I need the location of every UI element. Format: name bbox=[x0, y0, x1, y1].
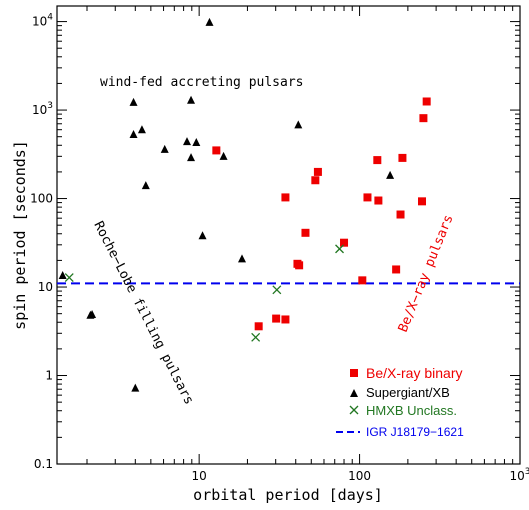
be-x-ray-point bbox=[311, 176, 320, 185]
be-x-ray-point bbox=[422, 97, 431, 106]
be-x-ray-point bbox=[392, 265, 401, 274]
supergiant-point bbox=[129, 129, 138, 138]
be-x-ray-point bbox=[281, 193, 290, 202]
supergiant-point bbox=[160, 144, 169, 153]
legend: Be/X-ray binary Supergiant/XB HMXB Uncla… bbox=[336, 365, 464, 439]
be-x-ray-point bbox=[313, 167, 322, 176]
supergiant-point bbox=[219, 151, 228, 160]
y-axis-title: spin period [seconds] bbox=[11, 140, 29, 330]
legend-label-igr: IGR J18179−1621 bbox=[366, 425, 464, 439]
axis-ticks bbox=[57, 6, 521, 465]
be-x-ray-point bbox=[358, 276, 367, 285]
be-x-ray-point bbox=[363, 193, 372, 202]
be-x-ray-point bbox=[373, 156, 382, 165]
supergiant-point bbox=[131, 383, 140, 392]
supergiant-point bbox=[129, 97, 138, 106]
y-tick-label: 100 bbox=[30, 192, 53, 206]
be-x-ray-point bbox=[301, 228, 310, 237]
annotation-be-x-ray: Be/X−ray pulsars bbox=[396, 213, 457, 335]
supergiant-point bbox=[182, 137, 191, 146]
legend-label-hmxb-unclass: HMXB Unclass. bbox=[366, 403, 457, 418]
legend-marker-supergiant bbox=[350, 389, 358, 397]
supergiant-point bbox=[205, 17, 214, 26]
y-tick-label: 103 bbox=[32, 101, 53, 117]
y-tick-label: 1 bbox=[45, 369, 53, 383]
legend-label-be-x-ray: Be/X-ray binary bbox=[366, 365, 462, 381]
be-x-ray-point bbox=[340, 238, 349, 247]
data-points bbox=[58, 17, 431, 392]
be-x-ray-point bbox=[419, 114, 428, 123]
y-tick-label: 10 bbox=[38, 280, 53, 294]
hmxb-unclass-point bbox=[272, 285, 282, 295]
be-x-ray-point bbox=[418, 197, 427, 206]
supergiant-point bbox=[238, 254, 247, 263]
supergiant-point bbox=[198, 231, 207, 240]
x-axis-title: orbital period [days] bbox=[193, 486, 383, 504]
plot-frame bbox=[56, 5, 521, 465]
supergiant-point bbox=[137, 125, 146, 134]
supergiant-point bbox=[58, 271, 67, 280]
x-tick-label: 103 bbox=[509, 467, 529, 483]
annotation-wind-fed: wind-fed accreting pulsars bbox=[100, 75, 304, 90]
x-tick-label: 100 bbox=[348, 469, 371, 483]
hmxb-unclass-point bbox=[335, 244, 344, 254]
legend-marker-hmxb-unclass bbox=[349, 405, 359, 415]
x-tick-label: 10 bbox=[192, 469, 207, 483]
be-x-ray-point bbox=[398, 153, 407, 162]
be-x-ray-point bbox=[212, 146, 221, 155]
y-tick-label: 0.1 bbox=[34, 457, 53, 471]
hmxb-unclass-point bbox=[251, 332, 261, 342]
supergiant-point bbox=[187, 95, 196, 104]
be-x-ray-point bbox=[272, 314, 281, 323]
supergiant-point bbox=[294, 120, 303, 129]
be-x-ray-point bbox=[254, 322, 263, 331]
supergiant-point bbox=[187, 153, 196, 162]
be-x-ray-point bbox=[374, 196, 383, 205]
be-x-ray-point bbox=[281, 315, 290, 324]
hmxb-unclass-point bbox=[64, 273, 74, 283]
legend-marker-be-x-ray bbox=[350, 369, 358, 377]
supergiant-point bbox=[141, 181, 150, 190]
supergiant-point bbox=[88, 309, 97, 318]
be-x-ray-point bbox=[295, 261, 304, 270]
annotation-roche-lobe: Roche−Lobe filling pulsars bbox=[90, 219, 196, 407]
supergiant-point bbox=[386, 170, 395, 179]
be-x-ray-point bbox=[396, 210, 405, 219]
legend-label-supergiant: Supergiant/XB bbox=[366, 385, 450, 400]
supergiant-point bbox=[192, 137, 201, 146]
y-tick-label: 104 bbox=[32, 13, 53, 29]
